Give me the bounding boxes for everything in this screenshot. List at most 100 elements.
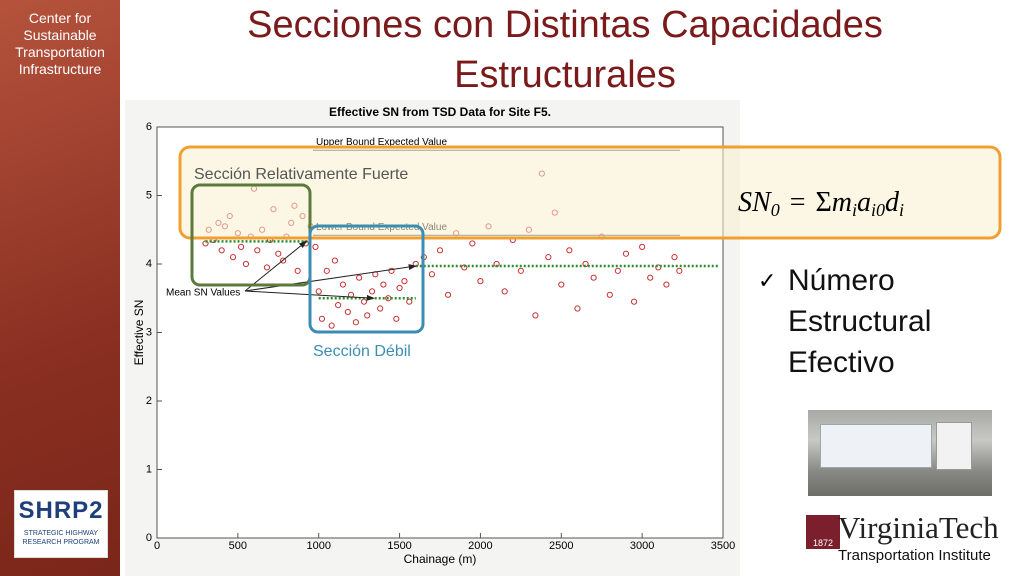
y-axis-label: Effective SN xyxy=(132,300,146,366)
formula-part: i xyxy=(899,200,904,220)
point xyxy=(229,254,237,261)
vt-name: VirginiaTech xyxy=(838,510,999,545)
point xyxy=(315,288,322,295)
formula-part: Σ xyxy=(815,187,831,218)
point xyxy=(356,274,363,281)
point xyxy=(242,260,250,268)
point xyxy=(469,240,476,247)
point xyxy=(558,281,565,288)
point xyxy=(614,267,621,274)
title-line: Estructurales xyxy=(454,54,676,96)
formula-part: i0 xyxy=(871,200,885,220)
x-axis-label: Chainage (m) xyxy=(404,552,477,566)
point xyxy=(294,267,301,274)
vt-logo: 1872 xyxy=(806,515,840,549)
y-tick-label: 2 xyxy=(146,395,152,407)
point xyxy=(401,278,408,285)
mean-arrow xyxy=(244,264,417,292)
point xyxy=(428,271,436,278)
formula-part: = xyxy=(790,187,806,218)
point xyxy=(406,298,413,305)
weak-box xyxy=(308,224,425,334)
point xyxy=(606,291,613,298)
shrp2-caption: STRATEGIC HIGHWAY RESEARCH PROGRAM xyxy=(22,530,100,546)
x-tick-label: 1500 xyxy=(387,540,411,552)
truck-cab xyxy=(936,422,972,470)
formula: SN0 = Σmiai0di xyxy=(738,187,904,220)
point xyxy=(318,315,326,322)
point xyxy=(377,305,384,312)
point xyxy=(639,243,646,250)
x-tick-label: 3500 xyxy=(711,540,735,552)
formula-part: i xyxy=(852,200,857,220)
x-tick-label: 0 xyxy=(154,540,160,552)
point xyxy=(263,264,271,271)
point xyxy=(364,312,371,319)
point xyxy=(237,243,245,250)
mean-label: Mean SN Values xyxy=(166,288,240,299)
point xyxy=(335,302,342,309)
point xyxy=(655,264,662,271)
formula-part: d xyxy=(885,187,900,218)
point xyxy=(647,274,654,281)
point xyxy=(630,298,638,305)
bound-label: Upper Bound Expected Value xyxy=(316,137,447,148)
chart-title: Effective SN from TSD Data for Site F5. xyxy=(329,105,551,119)
point xyxy=(218,247,225,254)
point xyxy=(275,250,282,257)
formula-part: SN xyxy=(738,187,772,218)
point xyxy=(532,312,539,319)
sidebar xyxy=(0,0,120,576)
strong-label: Sección Relativamente Fuerte xyxy=(194,166,408,183)
shrp2-logo: SHRP2 STRATEGIC HIGHWAY RESEARCH PROGRAM xyxy=(14,490,108,558)
point xyxy=(477,278,484,285)
strong-region-overlay xyxy=(178,145,1002,240)
point xyxy=(396,284,403,292)
x-tick-label: 3000 xyxy=(630,540,654,552)
point xyxy=(352,319,360,326)
truck-trailer xyxy=(820,424,932,468)
point xyxy=(590,274,597,281)
point xyxy=(517,267,524,274)
y-tick-label: 6 xyxy=(146,121,152,133)
point xyxy=(323,267,330,274)
bullet-text: Número Estructural Efectivo xyxy=(788,264,932,379)
point xyxy=(501,288,508,295)
point xyxy=(368,288,376,295)
point xyxy=(671,254,678,261)
sidebar-text: Center for Sustainable Transportation In… xyxy=(15,10,105,77)
vt-sub: Transportation Institute xyxy=(838,547,991,564)
point xyxy=(280,257,287,264)
formula-part: m xyxy=(832,187,852,218)
check-mark: ✓ xyxy=(758,268,777,293)
y-tick-label: 4 xyxy=(146,258,152,270)
point xyxy=(676,267,683,274)
point xyxy=(545,254,552,261)
point xyxy=(622,250,630,257)
x-tick-label: 2500 xyxy=(549,540,573,552)
title-line: Secciones con Distintas Capacidades xyxy=(247,4,883,46)
x-tick-label: 1000 xyxy=(306,540,330,552)
point xyxy=(566,247,573,254)
point xyxy=(254,247,261,254)
y-tick-label: 0 xyxy=(146,532,152,544)
truck-photo xyxy=(808,410,992,496)
point xyxy=(380,281,387,288)
point xyxy=(574,305,581,312)
point xyxy=(444,291,452,298)
point xyxy=(328,322,335,329)
y-tick-label: 5 xyxy=(146,189,152,201)
formula-part: 0 xyxy=(771,200,780,220)
point xyxy=(312,243,319,250)
weak-label: Sección Débil xyxy=(313,343,411,360)
y-tick-label: 1 xyxy=(146,463,152,475)
mean-arrow xyxy=(244,240,308,292)
point xyxy=(663,281,670,288)
point xyxy=(393,315,400,322)
point xyxy=(388,267,395,274)
title: Secciones con Distintas Capacidades Estr… xyxy=(160,0,970,100)
shrp2-mark: SHRP2 xyxy=(18,497,104,524)
point xyxy=(436,247,444,254)
